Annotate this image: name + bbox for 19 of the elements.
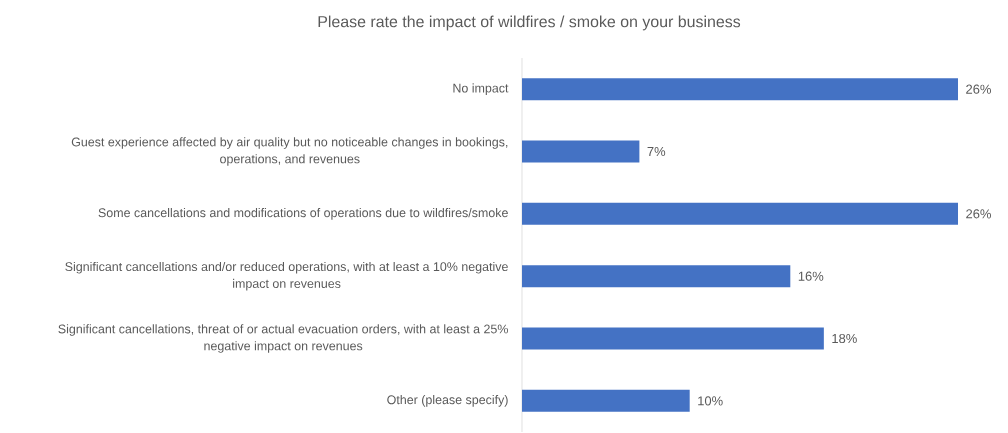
y-tick-label: Guest experience affected by air quality but no noticeable changes in bookings, operations, and revenues [71,137,508,166]
y-tick-label: No impact [453,83,509,95]
y-tick-label: Significant cancellations and/or reduced operations, with at least a 10% negative impact on revenues [65,261,508,291]
data-label: 18% [832,333,857,344]
bar [522,140,640,163]
bar [522,78,958,101]
data-label: 26% [966,84,991,94]
data-label: 7% [647,146,666,157]
y-tick-label: Significant cancellations, threat of or actual evacuation orders, with at least a 25% negative impact on revenues [58,324,508,353]
data-label: 16% [798,271,824,281]
y-tick-label: Some cancellations and modifications of operations due to wildfires/smoke [98,208,508,220]
chart-title: Please rate the impact of wildfires / smoke on your business [318,15,741,31]
bar [522,327,824,350]
bar [522,389,690,412]
y-tick-label: Other (please specify) [387,395,508,407]
bar [522,265,791,288]
data-label: 26% [966,209,991,219]
bar [522,202,958,225]
data-label: 10% [698,396,723,406]
